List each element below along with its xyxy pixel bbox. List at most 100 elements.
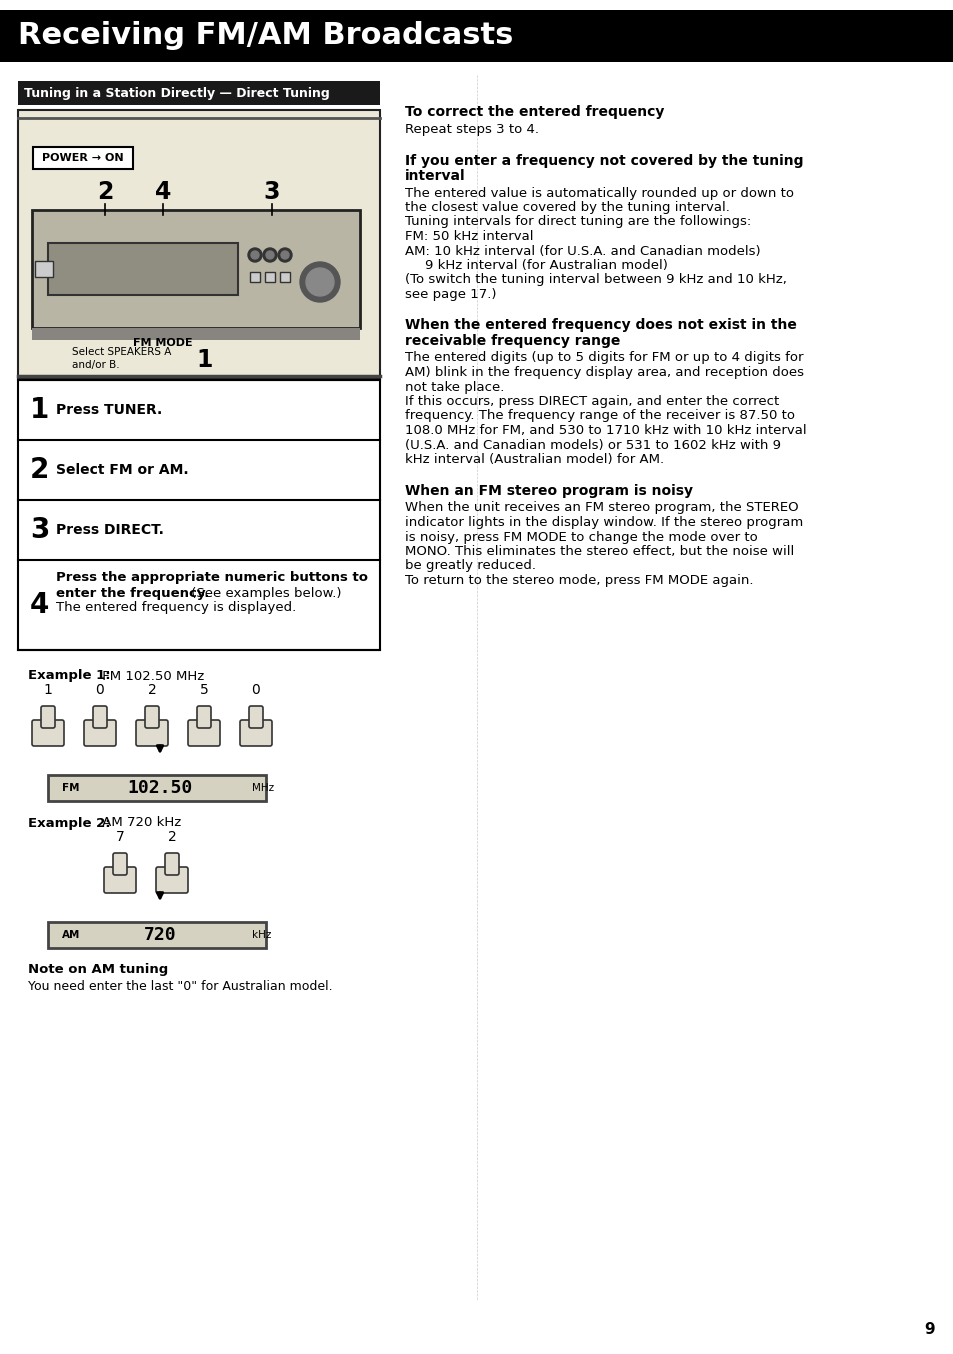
Text: Tuning in a Station Directly — Direct Tuning: Tuning in a Station Directly — Direct Tu… (24, 87, 330, 99)
FancyBboxPatch shape (18, 380, 379, 650)
FancyBboxPatch shape (165, 853, 179, 875)
Text: Press the appropriate numeric buttons to: Press the appropriate numeric buttons to (56, 571, 368, 585)
FancyBboxPatch shape (112, 853, 127, 875)
Text: When the entered frequency does not exist in the: When the entered frequency does not exis… (405, 318, 796, 333)
FancyBboxPatch shape (0, 9, 953, 62)
FancyBboxPatch shape (196, 705, 211, 728)
Text: is noisy, press FM MODE to change the mode over to: is noisy, press FM MODE to change the mo… (405, 531, 757, 543)
FancyBboxPatch shape (32, 720, 64, 746)
Text: Note on AM tuning: Note on AM tuning (28, 964, 168, 976)
FancyBboxPatch shape (32, 210, 359, 328)
Text: 0: 0 (252, 682, 260, 697)
Text: 720: 720 (144, 926, 176, 944)
FancyBboxPatch shape (188, 720, 220, 746)
FancyBboxPatch shape (104, 867, 136, 894)
Text: 3: 3 (30, 516, 50, 544)
Text: Press TUNER.: Press TUNER. (56, 403, 162, 417)
Text: If this occurs, press DIRECT again, and enter the correct: If this occurs, press DIRECT again, and … (405, 395, 779, 408)
FancyBboxPatch shape (18, 110, 379, 378)
Text: 2: 2 (168, 830, 176, 844)
Text: the closest value covered by the tuning interval.: the closest value covered by the tuning … (405, 200, 729, 214)
Text: 5: 5 (199, 682, 208, 697)
Text: POWER → ON: POWER → ON (42, 153, 124, 162)
Text: 4: 4 (154, 180, 171, 204)
FancyBboxPatch shape (84, 720, 116, 746)
Text: Receiving FM/AM Broadcasts: Receiving FM/AM Broadcasts (18, 22, 513, 50)
Text: Select FM or AM.: Select FM or AM. (56, 463, 189, 477)
Text: When the unit receives an FM stereo program, the STEREO: When the unit receives an FM stereo prog… (405, 501, 798, 515)
Text: MONO. This eliminates the stereo effect, but the noise will: MONO. This eliminates the stereo effect,… (405, 546, 794, 558)
Text: 9: 9 (923, 1323, 934, 1338)
Text: 1: 1 (44, 682, 52, 697)
Text: Tuning intervals for direct tuning are the followings:: Tuning intervals for direct tuning are t… (405, 215, 750, 229)
FancyBboxPatch shape (41, 705, 55, 728)
Circle shape (263, 248, 276, 263)
FancyBboxPatch shape (249, 705, 263, 728)
Circle shape (281, 250, 289, 259)
Text: 108.0 MHz for FM, and 530 to 1710 kHz with 10 kHz interval: 108.0 MHz for FM, and 530 to 1710 kHz wi… (405, 424, 806, 437)
Circle shape (251, 250, 258, 259)
FancyBboxPatch shape (18, 81, 379, 106)
FancyBboxPatch shape (92, 705, 107, 728)
Text: indicator lights in the display window. If the stereo program: indicator lights in the display window. … (405, 516, 802, 529)
Text: 0: 0 (95, 682, 104, 697)
Text: enter the frequency.: enter the frequency. (56, 586, 209, 600)
Text: frequency. The frequency range of the receiver is 87.50 to: frequency. The frequency range of the re… (405, 409, 794, 422)
Text: 3: 3 (263, 180, 280, 204)
Text: 7: 7 (115, 830, 124, 844)
Text: To return to the stereo mode, press FM MODE again.: To return to the stereo mode, press FM M… (405, 574, 753, 588)
Text: When an FM stereo program is noisy: When an FM stereo program is noisy (405, 483, 692, 497)
Text: AM: 10 kHz interval (for U.S.A. and Canadian models): AM: 10 kHz interval (for U.S.A. and Cana… (405, 245, 760, 257)
FancyBboxPatch shape (250, 272, 260, 282)
FancyBboxPatch shape (33, 148, 132, 169)
FancyBboxPatch shape (136, 720, 168, 746)
Text: Repeat steps 3 to 4.: Repeat steps 3 to 4. (405, 123, 538, 135)
Text: 2: 2 (30, 456, 50, 483)
Text: be greatly reduced.: be greatly reduced. (405, 559, 536, 573)
Text: kHz interval (Australian model) for AM.: kHz interval (Australian model) for AM. (405, 454, 663, 466)
Text: kHz: kHz (252, 930, 271, 940)
Text: AM) blink in the frequency display area, and reception does: AM) blink in the frequency display area,… (405, 366, 803, 379)
FancyBboxPatch shape (265, 272, 274, 282)
Text: FM MODE: FM MODE (133, 338, 193, 348)
Text: receivable frequency range: receivable frequency range (405, 333, 619, 348)
Text: The entered frequency is displayed.: The entered frequency is displayed. (56, 601, 296, 615)
Circle shape (306, 268, 334, 297)
Text: (U.S.A. and Canadian models) or 531 to 1602 kHz with 9: (U.S.A. and Canadian models) or 531 to 1… (405, 439, 781, 451)
Text: not take place.: not take place. (405, 380, 504, 394)
Text: see page 17.): see page 17.) (405, 288, 496, 301)
Text: AM 720 kHz: AM 720 kHz (98, 816, 181, 830)
Text: Example 1:: Example 1: (28, 669, 111, 682)
Circle shape (266, 250, 274, 259)
FancyBboxPatch shape (48, 242, 237, 295)
Text: Select SPEAKERS A: Select SPEAKERS A (71, 347, 172, 357)
Text: 2: 2 (148, 682, 156, 697)
Text: 1: 1 (30, 395, 50, 424)
Text: FM 102.50 MHz: FM 102.50 MHz (98, 669, 204, 682)
FancyBboxPatch shape (48, 774, 266, 802)
Circle shape (277, 248, 292, 263)
Text: (See examples below.): (See examples below.) (187, 586, 341, 600)
Text: 1: 1 (196, 348, 213, 372)
Text: 4: 4 (30, 590, 50, 619)
FancyBboxPatch shape (32, 328, 359, 340)
FancyBboxPatch shape (48, 922, 266, 948)
Text: The entered value is automatically rounded up or down to: The entered value is automatically round… (405, 187, 793, 199)
Text: FM: FM (62, 783, 79, 793)
Text: 102.50: 102.50 (128, 779, 193, 798)
Text: 2: 2 (96, 180, 113, 204)
FancyBboxPatch shape (156, 867, 188, 894)
Circle shape (299, 263, 339, 302)
FancyBboxPatch shape (280, 272, 290, 282)
Circle shape (248, 248, 262, 263)
Text: To correct the entered frequency: To correct the entered frequency (405, 106, 663, 119)
Text: FM: 50 kHz interval: FM: 50 kHz interval (405, 230, 533, 242)
Text: MHz: MHz (252, 783, 274, 793)
Text: Press DIRECT.: Press DIRECT. (56, 523, 164, 538)
Text: Example 2:: Example 2: (28, 816, 111, 830)
Text: The entered digits (up to 5 digits for FM or up to 4 digits for: The entered digits (up to 5 digits for F… (405, 352, 802, 364)
Text: (To switch the tuning interval between 9 kHz and 10 kHz,: (To switch the tuning interval between 9… (405, 274, 786, 287)
FancyBboxPatch shape (35, 261, 53, 278)
Text: and/or B.: and/or B. (71, 360, 119, 370)
Text: 9 kHz interval (for Australian model): 9 kHz interval (for Australian model) (424, 259, 667, 272)
